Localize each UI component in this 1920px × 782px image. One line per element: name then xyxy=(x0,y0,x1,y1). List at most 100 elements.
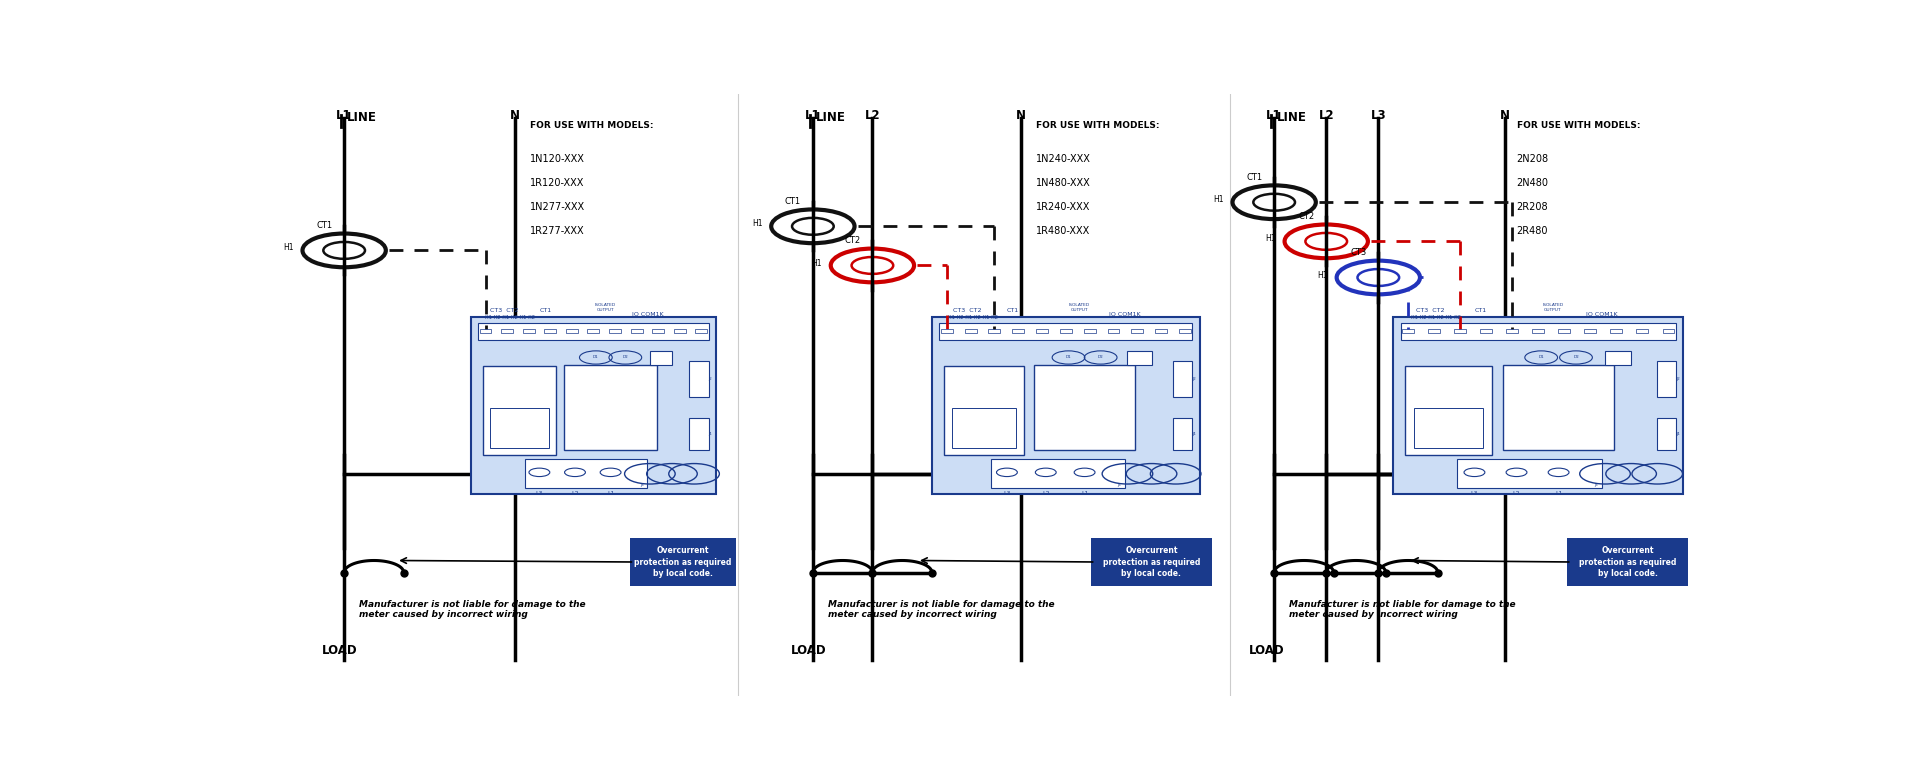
Bar xyxy=(941,328,952,333)
Text: 2N208: 2N208 xyxy=(1517,154,1549,164)
Bar xyxy=(1108,328,1119,333)
Circle shape xyxy=(303,234,386,267)
Text: ISOLATED
OUTPUT: ISOLATED OUTPUT xyxy=(1069,303,1091,312)
Bar xyxy=(1503,364,1613,450)
Text: J3: J3 xyxy=(641,483,645,487)
Text: CT3: CT3 xyxy=(1350,248,1367,257)
Bar xyxy=(1033,364,1135,450)
Text: 1N240-XXX: 1N240-XXX xyxy=(1037,154,1091,164)
Text: CT1: CT1 xyxy=(1246,173,1261,181)
Bar xyxy=(1173,418,1192,450)
Text: N: N xyxy=(511,109,520,122)
Text: L2: L2 xyxy=(1043,490,1050,496)
Text: D1: D1 xyxy=(1538,356,1544,360)
Text: D2: D2 xyxy=(1098,356,1104,360)
Text: J3: J3 xyxy=(1594,483,1597,487)
Bar xyxy=(1480,328,1492,333)
Text: Overcurrent
protection as required
by local code.: Overcurrent protection as required by lo… xyxy=(1578,546,1676,579)
Text: L1: L1 xyxy=(1267,109,1283,122)
Text: IO COM1K: IO COM1K xyxy=(632,312,662,317)
Bar xyxy=(1636,328,1649,333)
Text: L1: L1 xyxy=(804,109,820,122)
Text: CT1: CT1 xyxy=(1475,308,1486,313)
Text: 1R120-XXX: 1R120-XXX xyxy=(530,178,584,188)
Text: 1N480-XXX: 1N480-XXX xyxy=(1037,178,1091,188)
Circle shape xyxy=(831,249,914,282)
Text: L1: L1 xyxy=(1081,490,1089,496)
Text: L3: L3 xyxy=(1002,490,1010,496)
Bar xyxy=(470,317,716,494)
Bar xyxy=(480,328,492,333)
Bar xyxy=(482,367,557,455)
Bar xyxy=(1402,328,1413,333)
Bar xyxy=(674,328,685,333)
Text: D2: D2 xyxy=(1572,356,1578,360)
FancyBboxPatch shape xyxy=(1567,537,1688,586)
Text: J3: J3 xyxy=(1117,483,1121,487)
FancyBboxPatch shape xyxy=(1091,537,1212,586)
Bar xyxy=(1584,328,1596,333)
Text: H1: H1 xyxy=(812,259,822,267)
Text: J4: J4 xyxy=(1192,432,1196,436)
Text: Manufacturer is not liable for damage to the
meter caused by incorrect wiring: Manufacturer is not liable for damage to… xyxy=(828,600,1054,619)
Circle shape xyxy=(793,218,833,235)
Text: J4: J4 xyxy=(708,432,712,436)
Bar xyxy=(649,351,672,364)
Bar xyxy=(524,459,647,488)
Text: LOAD: LOAD xyxy=(791,644,826,658)
Bar xyxy=(1394,317,1684,494)
Text: L3: L3 xyxy=(1371,109,1386,122)
Circle shape xyxy=(1336,260,1421,294)
Bar xyxy=(566,328,578,333)
Bar xyxy=(931,317,1200,494)
Text: CT3  CT2: CT3 CT2 xyxy=(490,308,518,313)
Text: 1R480-XXX: 1R480-XXX xyxy=(1037,226,1091,236)
Bar xyxy=(1605,351,1632,364)
Bar xyxy=(588,328,599,333)
Bar xyxy=(1453,328,1467,333)
Text: X1 X2 X1 X2 X1 X2: X1 X2 X1 X2 X1 X2 xyxy=(486,314,536,320)
Bar xyxy=(1012,328,1023,333)
Bar xyxy=(1037,328,1048,333)
Text: J2: J2 xyxy=(708,377,712,381)
Text: J2: J2 xyxy=(1192,377,1196,381)
Text: H1: H1 xyxy=(1213,196,1223,204)
Bar xyxy=(501,328,513,333)
Text: L1: L1 xyxy=(1555,490,1563,496)
Text: 2N480: 2N480 xyxy=(1517,178,1549,188)
Text: D1: D1 xyxy=(1066,356,1071,360)
Text: H1: H1 xyxy=(1265,235,1275,243)
Text: FOR USE WITH MODELS:: FOR USE WITH MODELS: xyxy=(1517,121,1640,130)
Text: Manufacturer is not liable for damage to the
meter caused by incorrect wiring: Manufacturer is not liable for damage to… xyxy=(359,600,586,619)
Bar xyxy=(1127,351,1152,364)
Bar xyxy=(564,364,657,450)
Bar xyxy=(1428,328,1440,333)
Text: Overcurrent
protection as required
by local code.: Overcurrent protection as required by lo… xyxy=(634,546,732,579)
Text: 1R240-XXX: 1R240-XXX xyxy=(1037,203,1091,212)
Text: H1: H1 xyxy=(753,220,762,228)
Bar xyxy=(1083,328,1096,333)
Bar xyxy=(1173,361,1192,396)
Text: ISOLATED
OUTPUT: ISOLATED OUTPUT xyxy=(595,303,616,312)
Bar xyxy=(522,328,534,333)
Circle shape xyxy=(323,242,365,259)
Bar xyxy=(1179,328,1190,333)
Text: J4: J4 xyxy=(1676,432,1680,436)
Text: X1 X2 X1 X2 X1 X2: X1 X2 X1 X2 X1 X2 xyxy=(1411,314,1461,320)
Text: 2R480: 2R480 xyxy=(1517,226,1548,236)
Text: FOR USE WITH MODELS:: FOR USE WITH MODELS: xyxy=(1037,121,1160,130)
Bar xyxy=(964,328,977,333)
Bar xyxy=(1657,361,1676,396)
Bar xyxy=(689,418,708,450)
Bar xyxy=(689,361,708,396)
Circle shape xyxy=(1357,269,1400,286)
Bar xyxy=(952,408,1016,448)
Text: Overcurrent
protection as required
by local code.: Overcurrent protection as required by lo… xyxy=(1102,546,1200,579)
Circle shape xyxy=(852,257,893,274)
Bar xyxy=(543,328,557,333)
Bar xyxy=(1532,328,1544,333)
Text: FOR USE WITH MODELS:: FOR USE WITH MODELS: xyxy=(530,121,653,130)
Bar xyxy=(1131,328,1142,333)
Text: 1N120-XXX: 1N120-XXX xyxy=(530,154,586,164)
Text: LOAD: LOAD xyxy=(323,644,357,658)
